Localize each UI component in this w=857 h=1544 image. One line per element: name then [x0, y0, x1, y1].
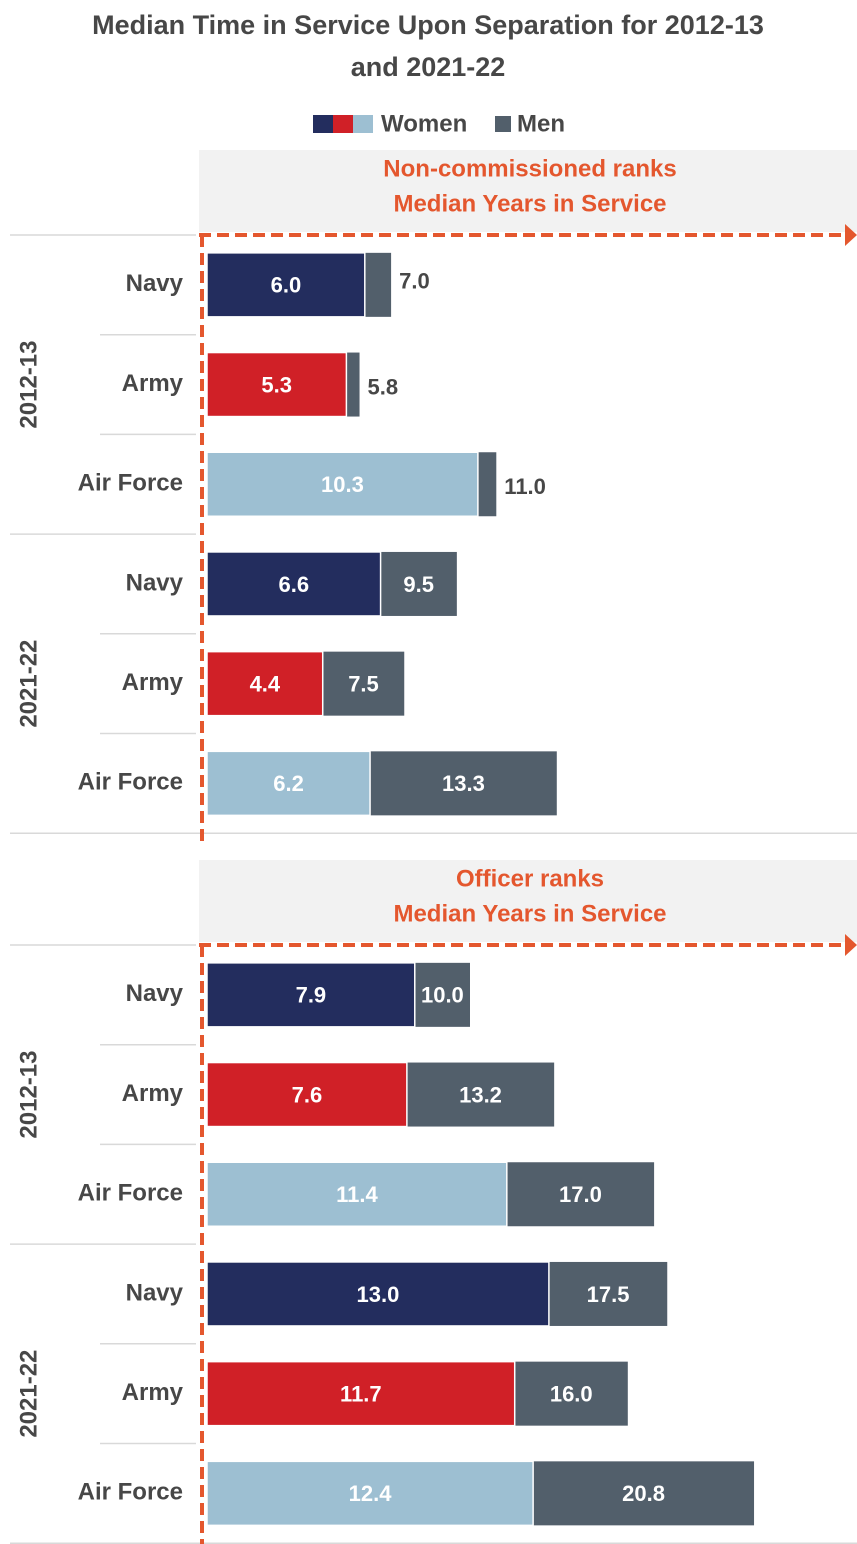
category-label: Navy [126, 270, 184, 297]
bar-label: 13.2 [459, 1082, 502, 1107]
group-label: 2012-13 [15, 341, 42, 429]
arrow-head [845, 934, 857, 956]
category-label: Navy [126, 1279, 184, 1306]
bar-label: 11.4 [336, 1182, 378, 1207]
bar-label: 17.0 [559, 1182, 602, 1207]
bar-women [206, 962, 416, 1028]
panel-title: Non-commissioned ranks [383, 155, 676, 182]
bar-women [206, 1360, 516, 1427]
legend-label: Men [517, 110, 565, 137]
bar-women [206, 1261, 550, 1327]
bar-women [206, 750, 371, 817]
bar-women [206, 1460, 534, 1527]
bar-label: 16.0 [550, 1381, 593, 1406]
bar-label: 20.8 [622, 1481, 665, 1506]
bar-women [206, 351, 348, 418]
category-label: Navy [126, 569, 184, 596]
category-label: Army [122, 370, 184, 397]
bar-women [206, 1161, 508, 1227]
category-label: Army [122, 669, 184, 696]
bar-label: 5.8 [368, 374, 399, 399]
legend-swatch [495, 116, 511, 132]
legend-label: Women [381, 110, 467, 137]
group-label: 2012-13 [15, 1051, 42, 1139]
panel-subtitle: Median Years in Service [393, 900, 666, 927]
category-label: Air Force [78, 769, 183, 796]
bar-label: 11.7 [340, 1381, 382, 1406]
bar-label: 7.6 [292, 1082, 323, 1107]
bar-label: 17.5 [587, 1282, 630, 1307]
chart-title: Median Time in Service Upon Separation f… [92, 10, 764, 82]
bar-label: 11.0 [504, 474, 546, 499]
bar-women [206, 252, 366, 318]
category-label: Army [122, 1379, 184, 1406]
bar-label: 9.5 [403, 572, 434, 597]
bar-women [206, 650, 324, 717]
panel-header [199, 860, 857, 942]
bar-women [206, 451, 479, 517]
bar-label: 7.5 [348, 671, 379, 696]
bar-label: 13.3 [442, 771, 485, 796]
bar-label: 6.0 [271, 273, 302, 298]
bar-women [206, 551, 382, 617]
bar-label: 13.0 [357, 1282, 400, 1307]
bar-label: 5.3 [261, 372, 292, 397]
bar-women [206, 1061, 408, 1128]
panel-title: Officer ranks [456, 865, 604, 892]
category-label: Air Force [78, 1479, 183, 1506]
panel-subtitle: Median Years in Service [393, 190, 666, 217]
category-label: Army [122, 1080, 184, 1107]
bar-label: 7.0 [399, 269, 430, 294]
legend-swatch [333, 115, 353, 133]
group-label: 2021-22 [15, 640, 42, 728]
panel-header [199, 150, 857, 232]
bar-label: 10.3 [321, 472, 364, 497]
category-label: Air Force [78, 1180, 183, 1207]
bar-label: 6.2 [273, 771, 304, 796]
bar-label: 7.9 [296, 983, 327, 1008]
legend-swatch [313, 115, 333, 133]
bar-label: 12.4 [349, 1481, 393, 1506]
arrow-head [845, 224, 857, 246]
category-label: Navy [126, 980, 184, 1007]
bar-label: 6.6 [278, 572, 309, 597]
category-label: Air Force [78, 470, 183, 497]
bar-label: 10.0 [421, 983, 464, 1008]
bar-label: 4.4 [250, 671, 281, 696]
group-label: 2021-22 [15, 1350, 42, 1438]
legend-swatch [353, 115, 373, 133]
